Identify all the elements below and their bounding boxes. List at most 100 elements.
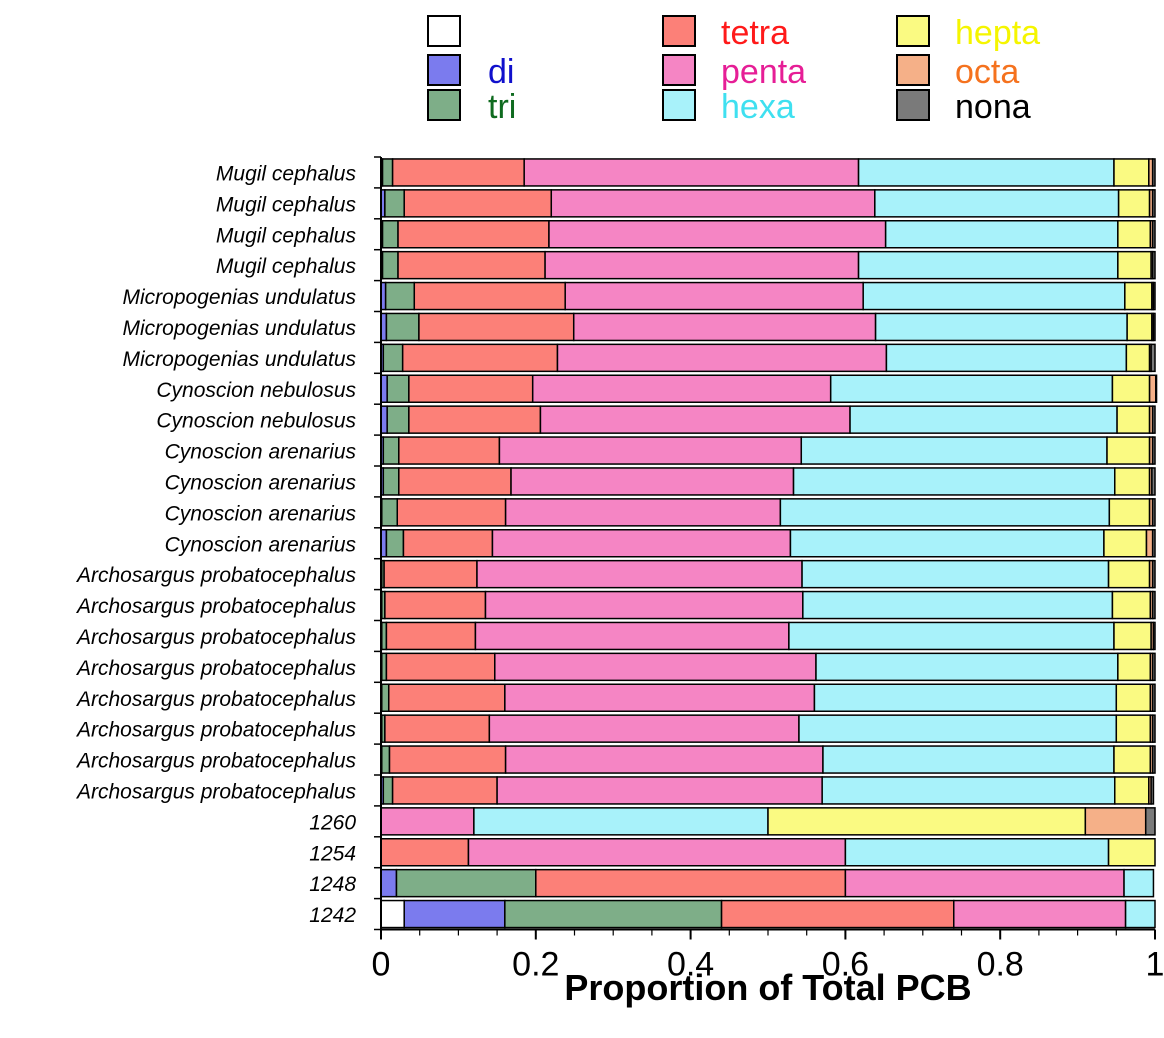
bar-segment-penta [380, 807, 475, 836]
bar-segment-hepta [1103, 529, 1148, 558]
bar-segment-hexa [801, 559, 1110, 589]
bar-row [380, 250, 1156, 280]
bar-segment-tetra [397, 220, 550, 249]
bar-segment-tri [504, 899, 723, 929]
bar-segment-tetra [402, 529, 494, 558]
legend-swatch-tetra [662, 15, 696, 47]
legend-item-nona: nona [896, 88, 1031, 126]
legend-label-hexa: hexa [721, 88, 795, 126]
x-axis-title: Proportion of Total PCB [564, 967, 971, 1008]
bar-row [380, 374, 1158, 403]
category-label: Mugil cephalus [216, 193, 357, 216]
bar-segment-tetra [387, 683, 506, 712]
bar-segment-hepta [1113, 621, 1152, 651]
bar-segment-hexa [815, 652, 1119, 682]
category-label: 1254 [309, 842, 356, 865]
bar-row [380, 158, 1156, 187]
legend-label-penta: penta [721, 53, 806, 91]
bar-segment-hexa [802, 590, 1114, 620]
bar-segment-nona [1151, 529, 1156, 558]
category-label: Mugil cephalus [216, 224, 357, 247]
legend-item-penta: penta [662, 53, 806, 91]
legend-swatch-nona [896, 89, 930, 121]
bar-segment-hepta [1115, 683, 1152, 712]
bar-segment-hexa [844, 838, 1110, 867]
category-label: Mugil cephalus [216, 255, 357, 278]
x-tick-label: 0 [372, 946, 391, 984]
bar-segment-tetra [388, 745, 507, 774]
bar-segment-penta [484, 590, 804, 620]
x-tick-label: 0.2 [512, 946, 559, 984]
bar-segment-tetra [398, 436, 501, 465]
category-label: Archosargus probatocephalus [75, 564, 357, 587]
bar-segment-penta [844, 868, 1125, 898]
category-label: 1242 [309, 904, 356, 927]
bar-segment-tetra [391, 158, 525, 187]
bar-row [380, 189, 1156, 218]
bar-segment-hexa [800, 436, 1108, 465]
bar-segment-hexa [822, 745, 1115, 774]
bar-segment-nona [1151, 189, 1156, 218]
bar-row [380, 776, 1155, 805]
bar-segment-nona [1152, 621, 1156, 651]
bar-segment-tri [382, 776, 394, 805]
category-label: Cynoscion arenarius [165, 533, 357, 556]
bar-segment-hepta [1126, 312, 1153, 342]
legend-swatch-hexa [662, 89, 696, 121]
bar-segment-nona [1155, 374, 1158, 403]
bar-segment-hepta [1125, 343, 1151, 373]
legend-item-octa: octa [896, 53, 1019, 91]
legend-label-tri: tri [488, 88, 516, 126]
bar-row [380, 436, 1156, 465]
bar-segment-hexa [798, 714, 1118, 743]
bar-segment-tri [382, 436, 400, 465]
bar-segment-hepta [1115, 714, 1152, 743]
bar-row [380, 683, 1156, 712]
category-labels: Mugil cephalus Mugil cephalus Mugil cephal… [75, 162, 357, 927]
bar-segment-penta [504, 498, 782, 527]
bar-segment-penta [572, 312, 877, 342]
bar-segment-octa [1148, 374, 1157, 403]
bar-segment-penta [523, 158, 860, 187]
legend-swatch-none [427, 15, 461, 47]
bar-segment-hexa [862, 281, 1126, 311]
bar-row [380, 498, 1156, 527]
bar-segment-hepta [1117, 220, 1152, 249]
bar-segment-nona [1144, 807, 1156, 836]
bar-segment-tetra [385, 652, 496, 682]
bar-segment-hepta [1113, 745, 1152, 774]
category-label: Cynoscion nebulosus [156, 379, 356, 402]
bar-segment-octa [1145, 529, 1154, 558]
bar-segment-penta [467, 838, 847, 867]
legend-swatch-octa [896, 54, 930, 86]
bar-segment-penta [531, 374, 832, 403]
bar-segment-penta [494, 652, 817, 682]
category-label: Cynoscion arenarius [165, 502, 357, 525]
category-label: Archosargus probatocephalus [75, 626, 357, 649]
bar-segment-penta [504, 683, 816, 712]
category-label: Cynoscion arenarius [165, 441, 357, 464]
bar-segment-none [380, 899, 405, 929]
legend-item-hexa: hexa [662, 88, 795, 126]
bar-segment-hepta [1111, 374, 1151, 403]
category-label: Micropogenias undulatus [123, 286, 357, 309]
bar-segment-penta [544, 250, 860, 280]
legend-swatch-tri [427, 89, 461, 121]
bar-segment-tri [382, 343, 404, 373]
bar-segment-hepta [1106, 436, 1151, 465]
bar-segment-tri [385, 529, 405, 558]
bar-segment-nona [1151, 250, 1156, 280]
bar-segment-tri [395, 868, 537, 898]
bar-row [380, 590, 1156, 620]
bar-segment-hepta [1114, 467, 1151, 496]
bar-segment-tetra [720, 899, 955, 929]
bar-row [380, 868, 1155, 898]
x-tick-label: 0.8 [977, 946, 1024, 984]
bar-row [380, 745, 1156, 774]
legend-swatch-penta [662, 54, 696, 86]
category-label: Archosargus probatocephalus [75, 780, 357, 803]
category-label: Cynoscion nebulosus [156, 410, 356, 433]
bar-segment-tetra [384, 714, 491, 743]
bar-segment-nona [1152, 281, 1156, 311]
